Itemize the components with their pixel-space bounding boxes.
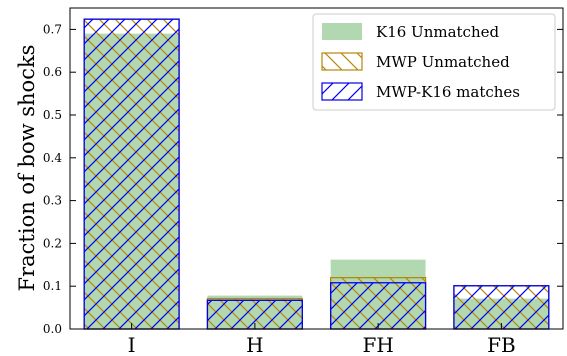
legend-swatch-mwp-unmatched (321, 52, 363, 71)
bar-mwp-k16-matches-fh (330, 282, 427, 330)
x-tick-label-fh: FH (362, 333, 393, 356)
y-axis-title: Fraction of bow shocks (15, 45, 39, 292)
y-tick-label: 0.2 (43, 236, 62, 250)
legend-label-mwp-k16-matches: MWP-K16 matches (376, 83, 520, 101)
x-tick-label-fb: FB (487, 333, 516, 356)
legend-label-mwp-unmatched: MWP Unmatched (376, 53, 510, 71)
bars-group (83, 18, 550, 330)
y-tick-label: 0.5 (43, 108, 62, 122)
plot-frame (69, 7, 564, 330)
legend-label-k16-unmatched: K16 Unmatched (376, 23, 499, 41)
y-tick-label: 0.0 (43, 322, 62, 336)
legend-swatch-k16-unmatched (322, 23, 362, 40)
y-tick-label: 0.1 (43, 279, 62, 293)
legend: K16 Unmatched MWP Unmatched MWP-K16 matc… (312, 13, 556, 111)
legend-frame (312, 13, 556, 111)
x-tick-label-h: H (246, 333, 263, 356)
y-tick-label: 0.3 (43, 194, 62, 208)
x-axis-ticks: I H FH FB (128, 323, 516, 356)
x-tick-label-i: I (128, 333, 136, 356)
legend-swatch-mwp-k16-matches (321, 82, 363, 101)
bar-mwp-k16-matches-i (83, 18, 180, 330)
y-axis-ticks: 0.0 0.1 0.2 0.3 0.4 0.5 0.6 0.7 (43, 22, 563, 336)
y-tick-label: 0.6 (43, 65, 62, 79)
bar-mwp-k16-matches-fb (453, 285, 550, 330)
y-tick-label: 0.7 (43, 22, 62, 36)
y-tick-label: 0.4 (43, 151, 62, 165)
